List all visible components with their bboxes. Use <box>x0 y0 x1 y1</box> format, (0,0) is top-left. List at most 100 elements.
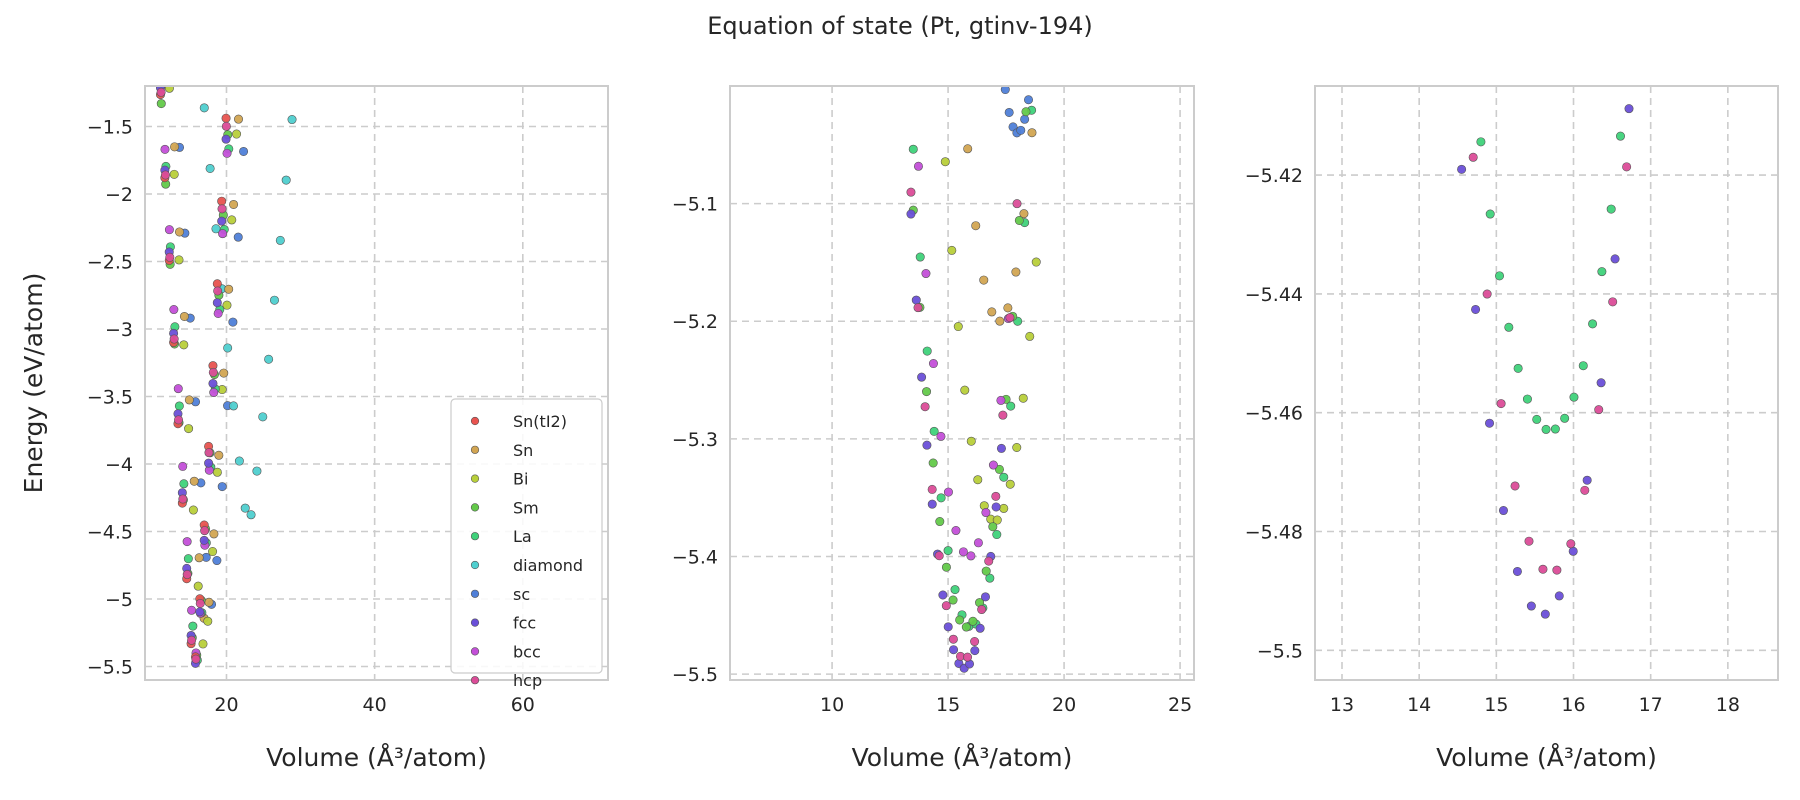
data-point-La <box>1569 392 1579 402</box>
data-point-fcc <box>212 298 222 308</box>
x-axis-label: Volume (Å³/atom) <box>852 743 1073 772</box>
legend-box <box>450 398 603 674</box>
data-point-Bi <box>1031 257 1041 267</box>
legend-marker-sc <box>470 589 480 598</box>
data-point-bcc <box>973 538 983 548</box>
y-tick-label: −5.3 <box>672 429 718 451</box>
data-point-bcc <box>907 38 915 46</box>
data-point-fcc <box>195 607 205 617</box>
y-tick-label: −5.5 <box>672 664 718 686</box>
data-point-Sm <box>228 50 236 58</box>
data-point-bcc <box>921 269 931 279</box>
data-point-bcc <box>988 460 998 470</box>
y-tick-label: −5.2 <box>672 311 718 333</box>
data-point-Bi <box>227 215 237 225</box>
y-tick-label: −5.44 <box>1245 284 1303 306</box>
data-point-La <box>999 472 1009 482</box>
data-point-La <box>179 479 189 489</box>
data-point-Bi <box>947 245 957 255</box>
data-point-hcp <box>156 87 166 97</box>
data-point-bcc <box>209 388 219 398</box>
data-point-Sn <box>219 368 229 378</box>
y-tick-label: −5.5 <box>87 657 133 679</box>
data-point-La <box>174 401 184 411</box>
data-point-hcp <box>165 252 175 262</box>
legend-label: Sn(tI2) <box>513 412 567 431</box>
data-point-hcp <box>182 570 192 580</box>
chart-panel-full-range: 20 40 60 −5.5 −5 −4.5 −4 −3.5 −3 −2.5 −2 −1.5 Volume… <box>19 1 609 772</box>
data-point-Sn <box>165 57 173 65</box>
data-point-hcp <box>1608 297 1618 307</box>
data-point-bcc <box>164 225 174 235</box>
data-point-La <box>1588 319 1598 329</box>
data-point-bcc <box>156 65 164 73</box>
x-tick-label: 10 <box>820 694 844 716</box>
data-point-La <box>1597 267 1607 277</box>
data-point-Bi <box>222 300 232 310</box>
data-point-fcc <box>1596 378 1606 388</box>
data-point-bcc <box>936 431 946 441</box>
figure-title: Equation of state (Pt, gtinv-194) <box>707 12 1093 40</box>
data-point-Sm <box>922 387 932 397</box>
data-point-hcp <box>963 652 973 662</box>
data-point-bcc <box>928 359 938 369</box>
data-point-Bi <box>1018 393 1028 403</box>
data-point-Sn <box>209 529 219 539</box>
data-point-diamond <box>264 354 274 364</box>
data-point-sc <box>1032 31 1040 39</box>
data-point-fcc <box>1498 506 1508 516</box>
axes-frame <box>1314 85 1779 681</box>
data-point-fcc <box>152 1 160 9</box>
data-point-bcc <box>981 508 991 518</box>
data-point-Bi <box>973 475 983 485</box>
data-point-Sn <box>214 450 224 460</box>
legend-label: Bi <box>513 470 528 489</box>
data-point-La <box>1615 131 1625 141</box>
data-point-hcp <box>934 551 944 561</box>
data-point-diamond <box>269 295 279 305</box>
data-point-Sm <box>961 622 971 632</box>
data-point-Bi <box>188 505 198 515</box>
data-point-Sn <box>194 553 204 563</box>
data-point-Bi <box>184 424 194 434</box>
data-point-Sm <box>981 566 991 576</box>
legend-label: bcc <box>513 642 541 661</box>
data-point-La <box>950 585 960 595</box>
data-point-bcc <box>966 551 976 561</box>
data-point-Bi <box>237 44 245 52</box>
data-point-La <box>1532 414 1542 424</box>
data-point-hcp <box>977 605 987 615</box>
data-point-fcc <box>1485 418 1495 428</box>
data-point-fcc <box>1512 566 1522 576</box>
data-point-hcp <box>1580 485 1590 495</box>
legend-label: sc <box>513 585 530 604</box>
data-point-Sn <box>979 275 989 285</box>
data-point-hcp <box>204 448 214 458</box>
data-point-Sm <box>968 616 978 626</box>
data-point-fcc <box>970 646 980 656</box>
data-point-Sm <box>156 99 166 109</box>
data-point-fcc <box>975 623 985 633</box>
y-tick-label: −5.42 <box>1245 165 1303 187</box>
data-point-fcc <box>204 458 214 468</box>
data-point-La <box>183 554 193 564</box>
x-axis-label: Volume (Å³/atom) <box>266 743 487 772</box>
axes-frame <box>729 85 1195 681</box>
data-point-Sn <box>1019 209 1029 219</box>
data-point-La <box>1513 363 1523 373</box>
data-point-sc <box>170 57 178 65</box>
data-point-bcc <box>218 229 228 239</box>
data-point-La <box>943 546 953 556</box>
data-point-Sm <box>941 562 951 572</box>
data-point-Sn <box>184 395 194 405</box>
data-point-hcp <box>970 637 980 647</box>
data-point-Bi <box>1025 331 1035 341</box>
data-point-diamond <box>281 175 291 185</box>
data-point-La <box>1541 424 1551 434</box>
data-point-bcc <box>178 461 188 471</box>
data-point-Sm <box>928 458 938 468</box>
data-point-hcp <box>1538 564 1548 574</box>
data-point-fcc <box>906 209 916 219</box>
data-point-fcc <box>922 440 932 450</box>
data-points <box>1457 104 1634 619</box>
